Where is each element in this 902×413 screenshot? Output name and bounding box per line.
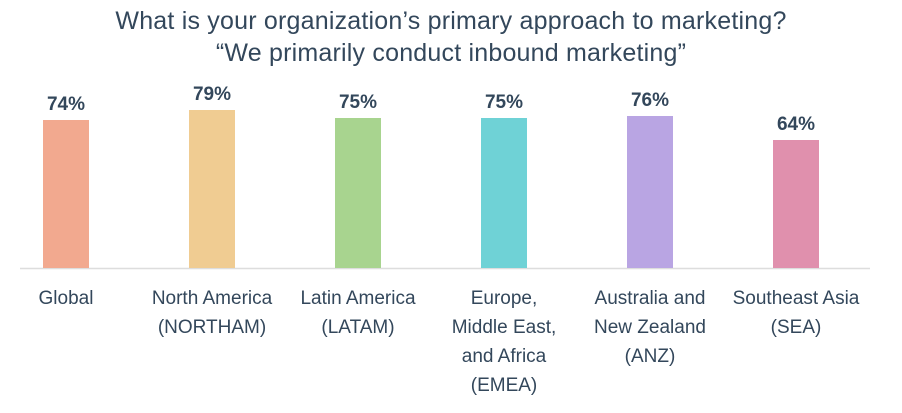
category-label-line: Global <box>39 288 94 309</box>
category-label-line: and Africa <box>462 346 547 367</box>
data-label: 75% <box>339 92 377 113</box>
bar <box>335 118 381 268</box>
category-label: Global <box>39 288 94 309</box>
category-label-line: (SEA) <box>771 317 822 338</box>
category-label-line: Latin America <box>300 288 416 309</box>
category-label-line: (EMEA) <box>471 375 538 396</box>
data-label: 79% <box>193 84 231 105</box>
data-label: 76% <box>631 90 669 111</box>
category-label-line: Middle East, <box>452 317 557 338</box>
category-label-line: Europe, <box>471 288 538 309</box>
category-label: Europe, Middle East, and Africa (EMEA) <box>452 288 557 396</box>
bar <box>627 116 673 268</box>
data-label: 64% <box>777 114 815 135</box>
category-label-line: Southeast Asia <box>733 288 860 309</box>
bar <box>43 120 89 268</box>
category-label: Australia and New Zealand (ANZ) <box>594 288 706 367</box>
data-label: 75% <box>485 92 523 113</box>
bar <box>773 140 819 268</box>
category-label: Southeast Asia (SEA) <box>733 288 860 338</box>
category-label: North America (NORTHAM) <box>152 288 273 338</box>
chart-title: What is your organization’s primary appr… <box>115 7 787 35</box>
category-label-line: (NORTHAM) <box>158 317 266 338</box>
bar <box>189 110 235 268</box>
category-label: Latin America (LATAM) <box>300 288 416 338</box>
chart-subtitle: “We primarily conduct inbound marketing” <box>215 39 687 67</box>
category-label-line: (LATAM) <box>321 317 394 338</box>
bar <box>481 118 527 268</box>
category-label-line: New Zealand <box>594 317 706 338</box>
data-label: 74% <box>47 94 85 115</box>
category-label-line: Australia and <box>595 288 706 309</box>
category-label-line: North America <box>152 288 273 309</box>
category-label-line: (ANZ) <box>625 346 676 367</box>
